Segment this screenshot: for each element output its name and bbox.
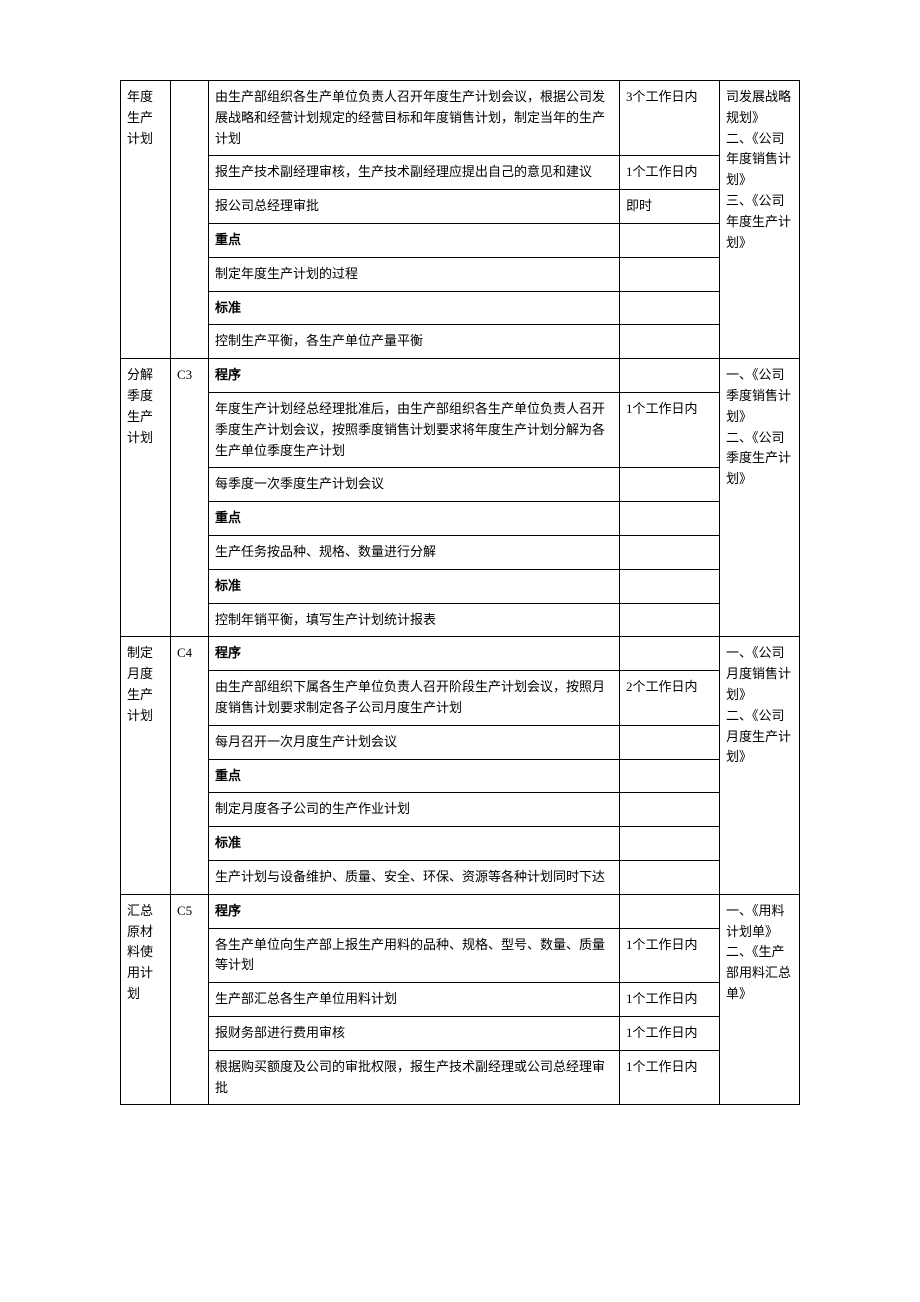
section-title: 汇总原材料使用计划 xyxy=(121,894,171,1105)
row-time xyxy=(620,502,720,536)
section-code: C3 xyxy=(171,359,209,637)
table-row: 每季度一次季度生产计划会议 xyxy=(121,468,800,502)
row-desc: 重点 xyxy=(209,223,620,257)
row-desc: 控制生产平衡，各生产单位产量平衡 xyxy=(209,325,620,359)
row-desc: 控制年销平衡，填写生产计划统计报表 xyxy=(209,603,620,637)
row-desc: 每季度一次季度生产计划会议 xyxy=(209,468,620,502)
table-row: 报生产技术副经理审核，生产技术副经理应提出自己的意见和建议 1个工作日内 xyxy=(121,156,800,190)
section-code: C4 xyxy=(171,637,209,894)
row-desc: 制定月度各子公司的生产作业计划 xyxy=(209,793,620,827)
row-desc: 制定年度生产计划的过程 xyxy=(209,257,620,291)
table-row: 生产计划与设备维护、质量、安全、环保、资源等各种计划同时下达 xyxy=(121,860,800,894)
row-time xyxy=(620,257,720,291)
table-row: 标准 xyxy=(121,569,800,603)
row-time: 3个工作日内 xyxy=(620,81,720,156)
row-time xyxy=(620,894,720,928)
row-time xyxy=(620,725,720,759)
row-desc: 程序 xyxy=(209,359,620,393)
table-row: 汇总原材料使用计划 C5 程序 一、《用料计划单》 二、《生产部用料汇总单》 xyxy=(121,894,800,928)
row-desc: 每月召开一次月度生产计划会议 xyxy=(209,725,620,759)
table-row: 生产部汇总各生产单位用料计划 1个工作日内 xyxy=(121,983,800,1017)
process-table: 年度生产计划 由生产部组织各生产单位负责人召开年度生产计划会议，根据公司发展战略… xyxy=(120,80,800,1105)
row-desc: 根据购买额度及公司的审批权限，报生产技术副经理或公司总经理审批 xyxy=(209,1050,620,1105)
row-desc: 生产计划与设备维护、质量、安全、环保、资源等各种计划同时下达 xyxy=(209,860,620,894)
table-row: 每月召开一次月度生产计划会议 xyxy=(121,725,800,759)
section-refs: 一、《公司季度销售计划》 二、《公司季度生产计划》 xyxy=(720,359,800,637)
table-row: 制定年度生产计划的过程 xyxy=(121,257,800,291)
row-desc: 标准 xyxy=(209,827,620,861)
section-refs: 一、《公司月度销售计划》 二、《公司月度生产计划》 xyxy=(720,637,800,894)
table-row: 控制生产平衡，各生产单位产量平衡 xyxy=(121,325,800,359)
table-body: 年度生产计划 由生产部组织各生产单位负责人召开年度生产计划会议，根据公司发展战略… xyxy=(121,81,800,1105)
table-row: 年度生产计划经总经理批准后，由生产部组织各生产单位负责人召开季度生产计划会议，按… xyxy=(121,392,800,467)
section-code xyxy=(171,81,209,359)
table-row: 重点 xyxy=(121,759,800,793)
row-time xyxy=(620,291,720,325)
table-row: 由生产部组织下属各生产单位负责人召开阶段生产计划会议，按照月度销售计划要求制定各… xyxy=(121,671,800,726)
row-time: 1个工作日内 xyxy=(620,1016,720,1050)
row-time xyxy=(620,793,720,827)
row-desc: 报公司总经理审批 xyxy=(209,190,620,224)
row-desc: 报财务部进行费用审核 xyxy=(209,1016,620,1050)
table-row: 标准 xyxy=(121,827,800,861)
table-row: 制定月度各子公司的生产作业计划 xyxy=(121,793,800,827)
row-desc: 由生产部组织各生产单位负责人召开年度生产计划会议，根据公司发展战略和经营计划规定… xyxy=(209,81,620,156)
table-row: 分解季度生产计划 C3 程序 一、《公司季度销售计划》 二、《公司季度生产计划》 xyxy=(121,359,800,393)
row-desc: 年度生产计划经总经理批准后，由生产部组织各生产单位负责人召开季度生产计划会议，按… xyxy=(209,392,620,467)
row-desc: 各生产单位向生产部上报生产用料的品种、规格、型号、数量、质量等计划 xyxy=(209,928,620,983)
table-row: 报公司总经理审批 即时 xyxy=(121,190,800,224)
row-desc: 报生产技术副经理审核，生产技术副经理应提出自己的意见和建议 xyxy=(209,156,620,190)
row-time xyxy=(620,637,720,671)
section-title: 制定月度生产计划 xyxy=(121,637,171,894)
row-time xyxy=(620,603,720,637)
row-time xyxy=(620,569,720,603)
table-row: 制定月度生产计划 C4 程序 一、《公司月度销售计划》 二、《公司月度生产计划》 xyxy=(121,637,800,671)
row-time xyxy=(620,759,720,793)
section-title: 年度生产计划 xyxy=(121,81,171,359)
row-time xyxy=(620,535,720,569)
row-desc: 标准 xyxy=(209,291,620,325)
row-desc: 程序 xyxy=(209,894,620,928)
section-title: 分解季度生产计划 xyxy=(121,359,171,637)
row-desc: 重点 xyxy=(209,759,620,793)
row-time xyxy=(620,468,720,502)
table-row: 重点 xyxy=(121,502,800,536)
row-time xyxy=(620,325,720,359)
table-row: 报财务部进行费用审核 1个工作日内 xyxy=(121,1016,800,1050)
row-time: 1个工作日内 xyxy=(620,928,720,983)
table-row: 标准 xyxy=(121,291,800,325)
table-row: 年度生产计划 由生产部组织各生产单位负责人召开年度生产计划会议，根据公司发展战略… xyxy=(121,81,800,156)
row-desc: 生产部汇总各生产单位用料计划 xyxy=(209,983,620,1017)
row-time: 即时 xyxy=(620,190,720,224)
row-time: 1个工作日内 xyxy=(620,156,720,190)
row-desc: 重点 xyxy=(209,502,620,536)
table-row: 控制年销平衡，填写生产计划统计报表 xyxy=(121,603,800,637)
row-time: 1个工作日内 xyxy=(620,1050,720,1105)
row-time: 2个工作日内 xyxy=(620,671,720,726)
row-time xyxy=(620,223,720,257)
row-time xyxy=(620,827,720,861)
section-refs: 一、《用料计划单》 二、《生产部用料汇总单》 xyxy=(720,894,800,1105)
row-desc: 生产任务按品种、规格、数量进行分解 xyxy=(209,535,620,569)
table-row: 根据购买额度及公司的审批权限，报生产技术副经理或公司总经理审批 1个工作日内 xyxy=(121,1050,800,1105)
table-row: 重点 xyxy=(121,223,800,257)
row-desc: 标准 xyxy=(209,569,620,603)
row-desc: 程序 xyxy=(209,637,620,671)
row-time: 1个工作日内 xyxy=(620,392,720,467)
table-row: 各生产单位向生产部上报生产用料的品种、规格、型号、数量、质量等计划 1个工作日内 xyxy=(121,928,800,983)
section-refs: 司发展战略规划》 二、《公司年度销售计划》 三、《公司年度生产计划》 xyxy=(720,81,800,359)
row-time xyxy=(620,359,720,393)
row-time xyxy=(620,860,720,894)
row-time: 1个工作日内 xyxy=(620,983,720,1017)
table-row: 生产任务按品种、规格、数量进行分解 xyxy=(121,535,800,569)
section-code: C5 xyxy=(171,894,209,1105)
row-desc: 由生产部组织下属各生产单位负责人召开阶段生产计划会议，按照月度销售计划要求制定各… xyxy=(209,671,620,726)
